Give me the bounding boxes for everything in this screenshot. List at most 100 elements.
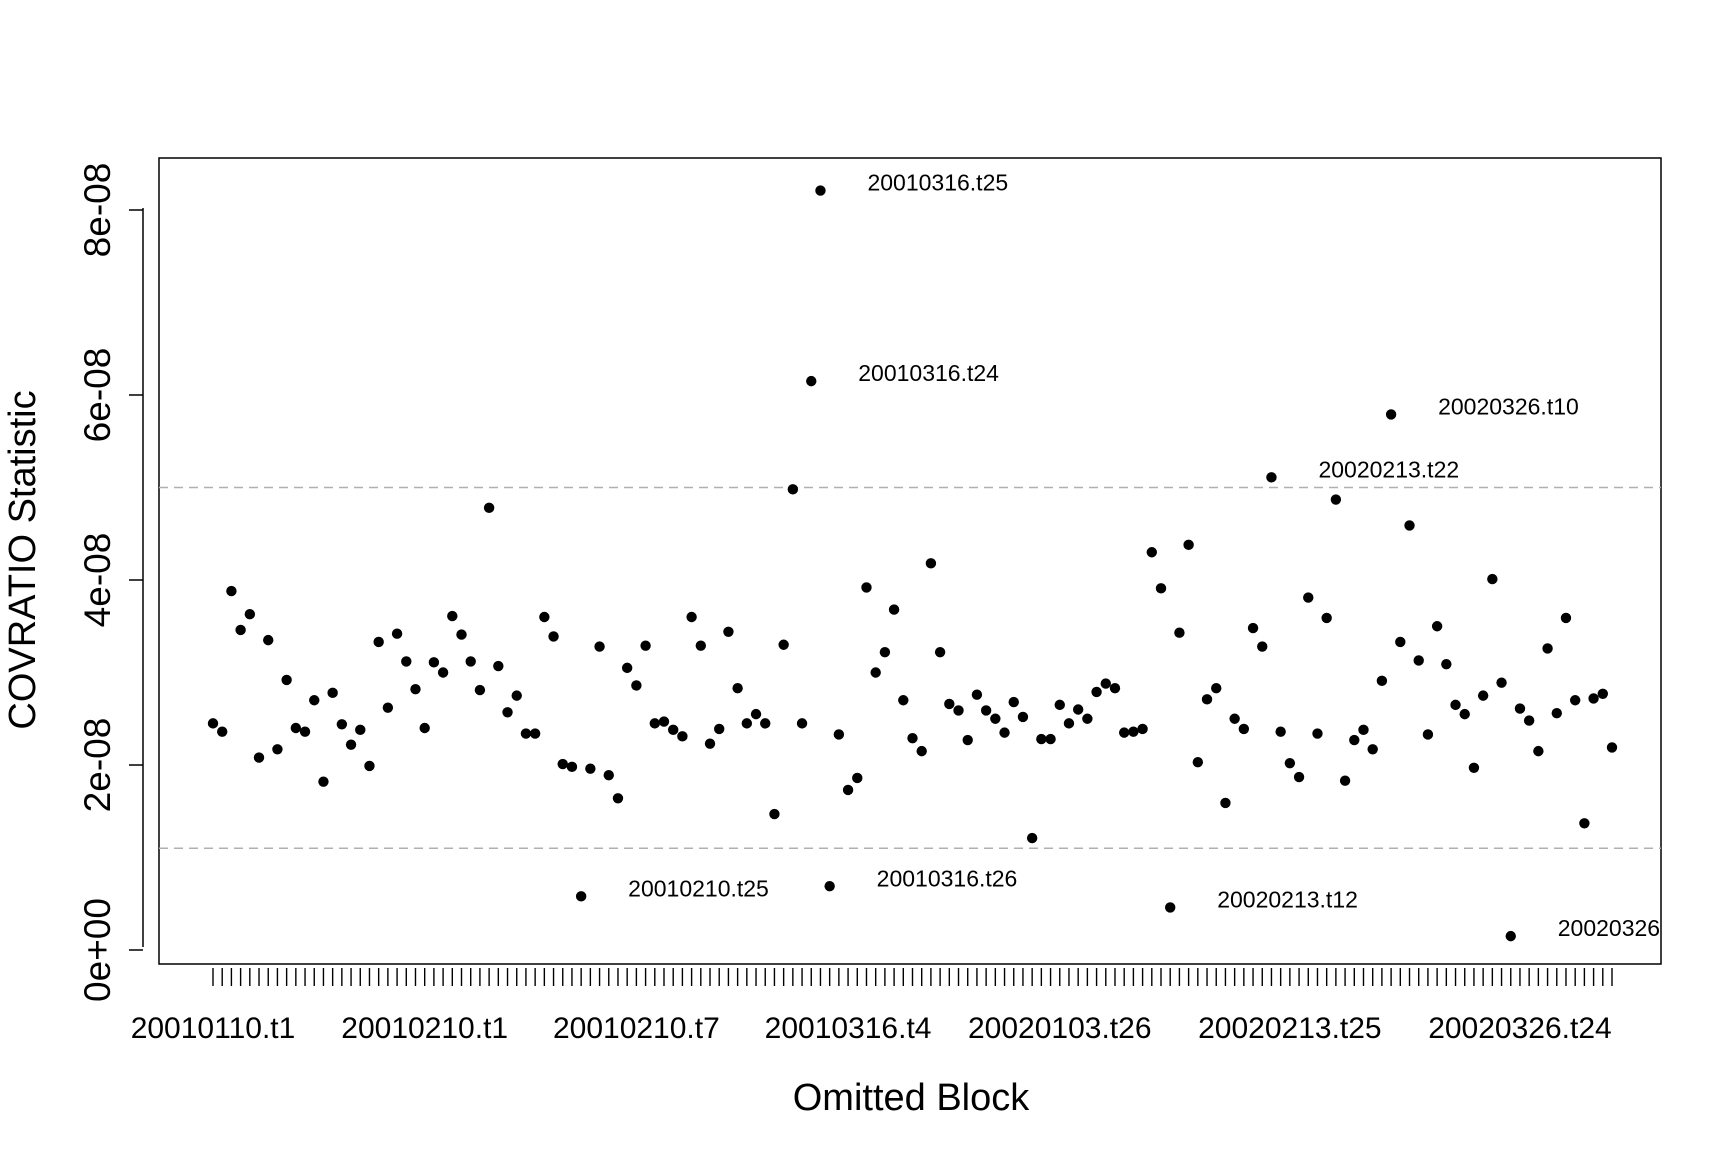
- data-point: [1183, 539, 1194, 551]
- data-point: [723, 626, 734, 637]
- data-point: [299, 726, 311, 737]
- data-point: [916, 745, 927, 757]
- data-point: [677, 731, 688, 742]
- data-point: [1606, 742, 1618, 753]
- data-point: [1118, 727, 1130, 738]
- data-point: [1109, 683, 1121, 694]
- x-tick-label: 20020213.t25: [1198, 1012, 1382, 1045]
- data-point: [493, 660, 504, 672]
- data-point: [1330, 494, 1342, 505]
- data-point: [1560, 612, 1572, 624]
- data-point: [1026, 832, 1038, 844]
- data-point: [861, 582, 872, 593]
- data-point: [1468, 762, 1480, 773]
- data-point: [1155, 583, 1167, 594]
- data-point: [290, 722, 302, 734]
- data-point: [594, 641, 605, 652]
- data-point: [1459, 708, 1470, 720]
- data-point: [272, 744, 283, 755]
- y-tick-label: 8e-08: [77, 163, 118, 258]
- data-point: [944, 698, 955, 710]
- data-point: [704, 738, 716, 749]
- data-point: [1036, 733, 1047, 745]
- data-point: [1358, 724, 1369, 736]
- y-tick-label: 0e+00: [77, 898, 118, 1002]
- data-point: [557, 758, 568, 770]
- data-point: [962, 734, 973, 746]
- data-point: [603, 769, 614, 781]
- data-point: [1376, 675, 1388, 687]
- data-point: [658, 716, 670, 727]
- data-point: [520, 728, 532, 739]
- data-point: [364, 760, 375, 772]
- x-tick-label: 20010316.t4: [765, 1012, 932, 1045]
- data-point: [401, 656, 412, 667]
- data-point: [631, 680, 642, 691]
- data-point: [391, 628, 403, 639]
- outlier-label: 20010316.t24: [858, 360, 999, 386]
- data-point: [888, 604, 900, 615]
- y-tick-label: 6e-08: [77, 348, 118, 443]
- y-axis-ticks: 0e+00 2e-08 4e-08 6e-08 8e-08: [77, 163, 143, 1002]
- data-points: [207, 185, 1618, 942]
- data-point: [1385, 409, 1397, 420]
- data-point: [1017, 711, 1029, 723]
- data-point: [1091, 686, 1102, 698]
- data-point: [824, 880, 835, 892]
- data-point: [640, 640, 651, 651]
- data-point: [585, 763, 596, 774]
- data-point: [1395, 636, 1406, 648]
- data-point: [428, 657, 440, 668]
- data-point: [750, 708, 762, 720]
- data-point: [511, 690, 522, 701]
- data-point: [695, 640, 707, 651]
- data-point: [318, 776, 329, 787]
- data-point: [842, 784, 854, 796]
- data-point: [1487, 573, 1498, 585]
- data-point: [870, 667, 881, 678]
- data-point: [1303, 592, 1314, 603]
- data-point: [649, 718, 660, 729]
- reference-lines: [159, 486, 1661, 849]
- data-point: [382, 702, 394, 713]
- data-point: [355, 724, 366, 736]
- data-point: [437, 667, 449, 678]
- data-point: [1137, 723, 1148, 735]
- data-point: [612, 793, 624, 804]
- data-point: [1431, 621, 1443, 632]
- x-tick-label: 20020103.t26: [968, 1012, 1152, 1045]
- data-point: [548, 631, 559, 642]
- data-point: [1579, 818, 1590, 829]
- x-axis-ticks: 20010110.t1 20010210.t1 20010210.t7 2001031…: [131, 968, 1613, 1045]
- data-point: [686, 611, 697, 623]
- data-point: [1275, 726, 1286, 737]
- data-point: [1441, 658, 1452, 670]
- data-point: [971, 689, 983, 700]
- data-point: [1413, 655, 1424, 666]
- data-point: [1514, 703, 1526, 714]
- data-point: [235, 624, 246, 636]
- outlier-label: 20020213.t12: [1217, 887, 1358, 913]
- y-axis-title: COVRATIO Statistic: [2, 390, 44, 729]
- data-point: [1128, 726, 1139, 737]
- data-point: [456, 629, 467, 640]
- data-point: [1165, 902, 1176, 913]
- data-point: [1192, 757, 1204, 768]
- data-point: [502, 707, 513, 718]
- data-point: [566, 761, 578, 773]
- data-point: [1569, 695, 1581, 706]
- data-point: [1229, 713, 1240, 724]
- data-point: [1339, 775, 1351, 786]
- data-point: [769, 808, 780, 820]
- data-point: [465, 656, 476, 667]
- data-point: [253, 752, 265, 763]
- data-point: [1597, 688, 1608, 699]
- data-point: [1312, 728, 1323, 739]
- data-point: [1588, 693, 1599, 704]
- data-point: [575, 891, 587, 902]
- data-point: [714, 723, 725, 735]
- data-point: [1008, 696, 1019, 708]
- outlier-label: 20010316.t26: [877, 865, 1018, 891]
- data-point: [1211, 683, 1222, 694]
- outlier-label: 20010316.t25: [867, 170, 1008, 196]
